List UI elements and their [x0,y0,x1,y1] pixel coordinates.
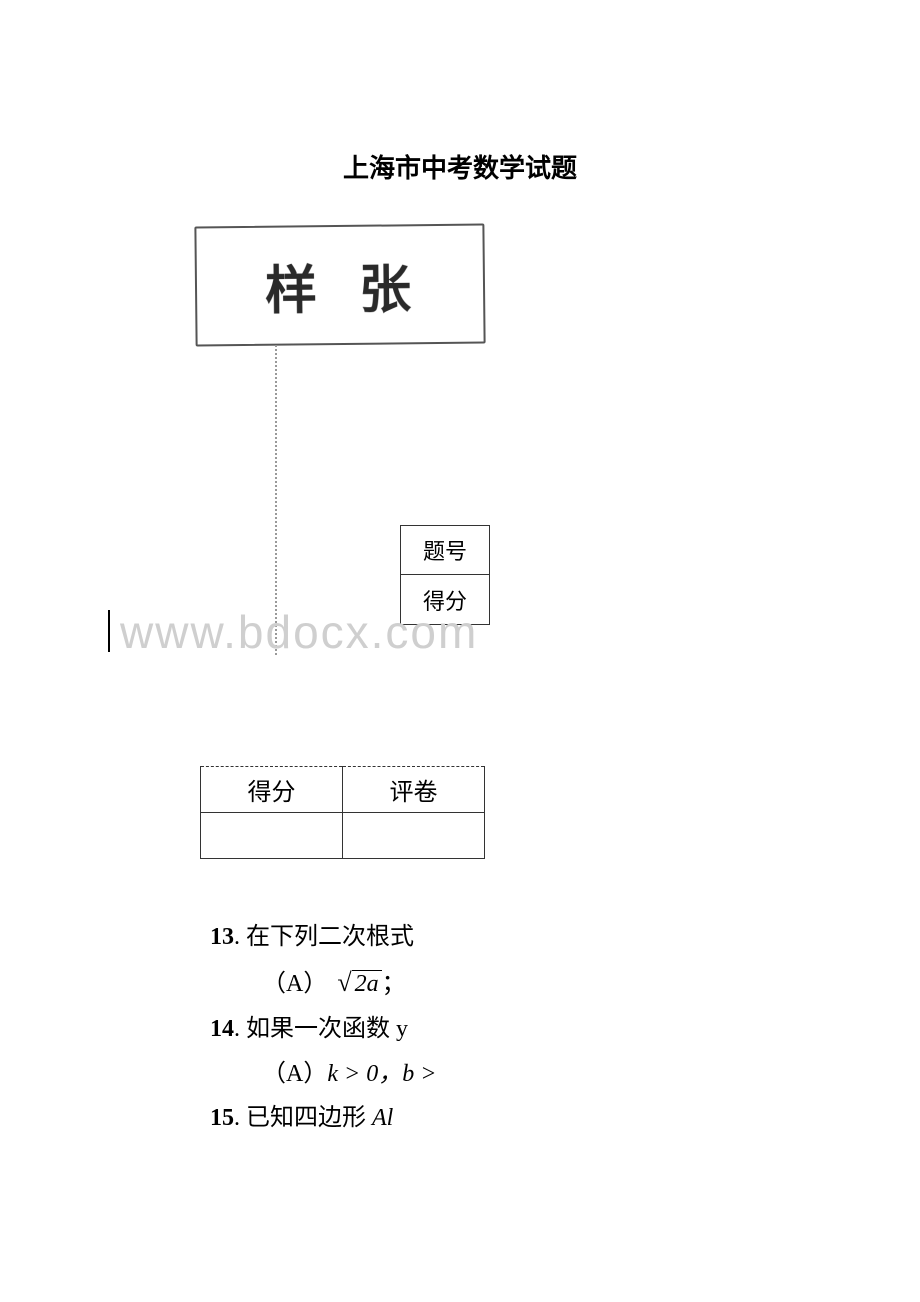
q14-number: 14 [210,1016,234,1042]
text-cursor [108,610,110,652]
q15-text: . 已知四边形 [234,1105,372,1131]
q13-number: 13 [210,924,234,950]
header-cell-title-num: 题号 [400,525,490,575]
q13-sqrt-arg: 2a [352,970,382,997]
watermark-text: www.bdocx.com [120,605,478,659]
review-cell [343,813,485,859]
q14-option: （A）k > 0，b > [210,1052,436,1096]
q14-math: k > 0，b > [327,1061,436,1087]
score-cell [201,813,343,859]
q13-opt-label: （A） [262,971,327,997]
score-header: 得分 [201,767,343,813]
q13-option: （A） √2a； [210,959,436,1007]
stamp-region: 样张 题号 得分 [195,225,490,645]
page-title: 上海市中考数学试题 [0,148,920,185]
review-header: 评卷 [343,767,485,813]
stamp-box: 样张 [194,223,485,346]
score-review-table: 得分 评卷 [200,766,485,859]
q14-opt-label: （A） [262,1061,327,1087]
q15-tail: Al [372,1105,393,1131]
q14-text: . 如果一次函数 y [234,1016,408,1042]
q15-line: 15. 已知四边形 Al [210,1096,436,1140]
q15-number: 15 [210,1105,234,1131]
sqrt-icon: √2a [333,959,381,1007]
q13-text: . 在下列二次根式 [234,924,414,950]
q13-tail: ； [382,971,406,997]
q14-line: 14. 如果一次函数 y [210,1007,436,1051]
q13-line: 13. 在下列二次根式 [210,915,436,959]
stamp-text: 样张 [227,246,454,323]
questions-block: 13. 在下列二次根式 （A） √2a； 14. 如果一次函数 y （A）k >… [210,915,436,1141]
